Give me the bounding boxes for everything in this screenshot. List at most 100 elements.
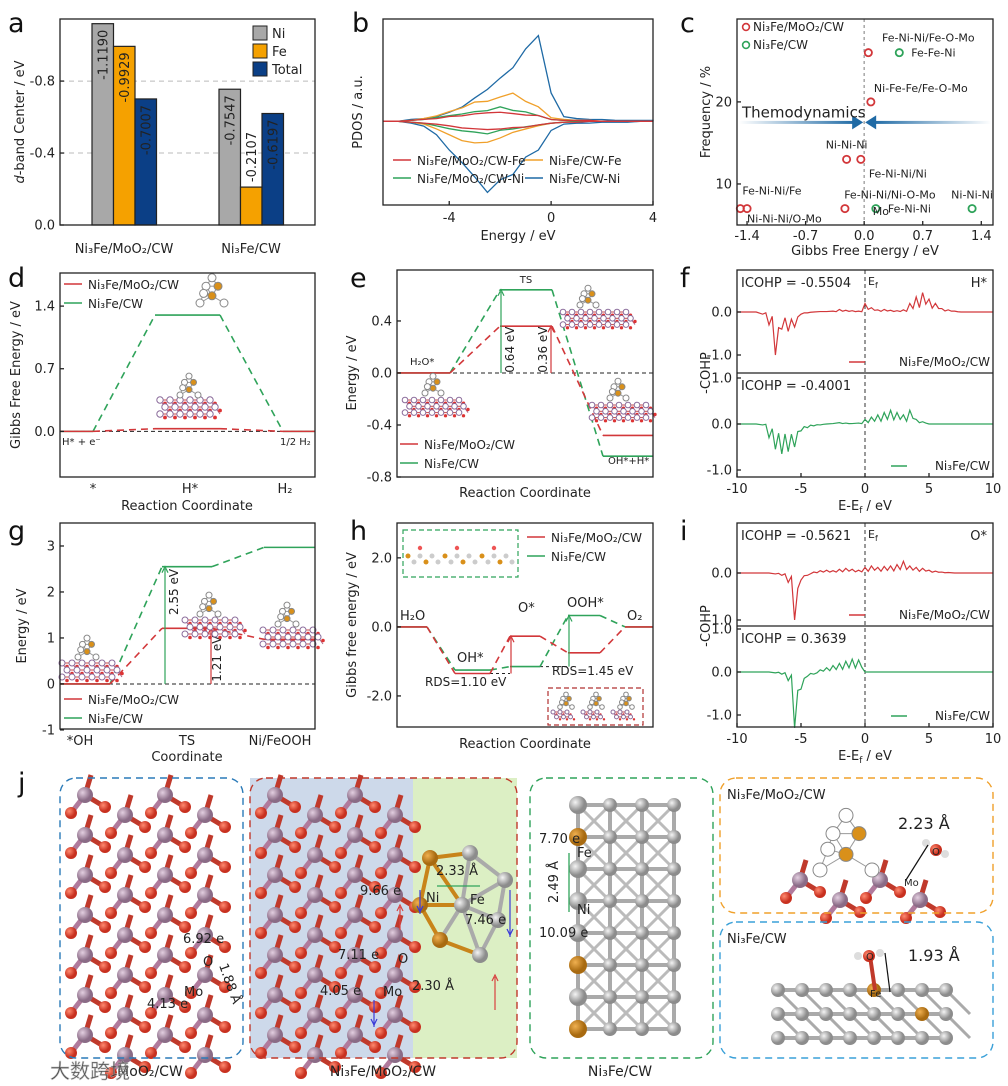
atom	[584, 714, 589, 720]
o-atom	[780, 892, 792, 904]
mo-atom	[117, 887, 133, 903]
structure-image-bottom	[156, 372, 222, 420]
atom	[619, 326, 624, 330]
o-atom	[105, 947, 117, 959]
atom	[417, 553, 423, 559]
metal-atom	[667, 990, 681, 1004]
bar-value-label: -0.9929	[118, 52, 133, 102]
panel-letter-d: d	[8, 263, 25, 294]
x-category-label: Ni₃Fe/CW	[221, 242, 281, 257]
watermark: 大数跨境	[50, 1059, 130, 1083]
metal-atom	[569, 860, 587, 878]
y-axis-label: -COHP	[699, 605, 714, 647]
fermi-label-part: f	[875, 281, 878, 290]
atom	[442, 403, 449, 410]
mo-atom	[912, 892, 928, 908]
atom	[629, 408, 636, 415]
arrowhead	[161, 565, 169, 573]
point-label: Ni-Ni-Ni	[951, 189, 993, 202]
arrowhead	[506, 928, 514, 937]
o-atom	[65, 887, 77, 899]
atom	[417, 545, 423, 551]
legend-label: Ni₃Fe/MoO₂/CW	[88, 693, 179, 707]
x-axis-label: Reaction Coordinate	[459, 737, 591, 752]
metal-atom	[771, 983, 785, 997]
atom	[419, 396, 427, 404]
atom	[425, 414, 430, 418]
metal-atom	[891, 983, 905, 997]
o-atom	[295, 947, 307, 959]
structure-annotation: Mo	[184, 985, 203, 1000]
y-tick-label: -1	[42, 723, 55, 738]
moo2-cw-structure	[65, 774, 231, 1079]
bond	[640, 963, 676, 999]
y-axis-label: PDOS / a.u.	[351, 75, 366, 148]
metal-atom	[462, 845, 478, 861]
atom	[284, 633, 292, 641]
atom	[620, 408, 627, 415]
panel-letter-j: j	[17, 768, 26, 799]
atom	[269, 640, 277, 648]
o-atom	[295, 987, 307, 999]
atom	[595, 308, 603, 316]
y-tick-label: 0	[47, 677, 55, 692]
atom	[185, 372, 193, 380]
atom	[416, 414, 421, 418]
atom	[563, 691, 569, 698]
atom	[564, 709, 570, 715]
structure-annotation: 4.05 e	[320, 984, 361, 999]
metal-atom	[843, 983, 857, 997]
atom	[98, 673, 106, 681]
bar-value-label: -0.7007	[140, 105, 155, 155]
legend-item: Ni₃Fe/CW	[400, 457, 479, 471]
o-atom	[185, 987, 197, 999]
atom	[176, 410, 184, 418]
atom	[437, 396, 445, 404]
atom	[211, 616, 219, 624]
o-atom	[65, 1047, 77, 1059]
legend-marker	[741, 22, 751, 32]
atom	[558, 718, 562, 721]
o-atom	[179, 921, 191, 933]
panel-letter-f: f	[680, 263, 691, 294]
state-label: OH*+H*	[608, 456, 649, 467]
structure-annotation: 2.33 Å	[436, 863, 478, 879]
o-atom	[409, 981, 421, 993]
atom	[196, 610, 204, 618]
legend-label: Ni₃Fe/MoO₂/CW-Fe	[417, 154, 526, 168]
metal-atom	[667, 798, 681, 812]
panel-letter-h: h	[350, 516, 367, 547]
o-atom	[99, 961, 111, 973]
atom	[626, 695, 632, 702]
o-atom	[185, 1067, 197, 1079]
mo-atom	[267, 867, 283, 883]
atom	[283, 615, 291, 623]
mo-atom	[347, 1027, 363, 1043]
state-label: O₂	[627, 609, 642, 624]
o-atom	[369, 1001, 381, 1013]
green-connector	[219, 314, 284, 432]
atom	[199, 603, 207, 611]
atom	[194, 391, 202, 399]
o-atom	[185, 827, 197, 839]
atom	[410, 409, 418, 416]
atom	[624, 414, 632, 421]
o-atom	[139, 861, 151, 873]
atom-label: Mo	[904, 878, 919, 889]
rds-label: RDS=1.45 eV	[552, 664, 634, 678]
o-atom	[820, 912, 832, 924]
o-atom	[369, 1041, 381, 1053]
metal-atom	[771, 1031, 785, 1045]
y-axis-label: Energy / eV	[345, 335, 360, 410]
atom	[274, 620, 282, 628]
x-tick-label: -10	[726, 732, 747, 747]
green-connector	[551, 289, 604, 457]
y-tick-label: 2.0	[371, 551, 392, 566]
atom	[460, 403, 467, 410]
atom	[611, 408, 618, 415]
o-atom	[185, 907, 197, 919]
y-label-italic: d	[13, 175, 28, 184]
legend-item: Ni₃Fe/MoO₂/CW-Fe	[393, 154, 526, 168]
atom	[491, 553, 497, 559]
atom	[190, 378, 197, 386]
